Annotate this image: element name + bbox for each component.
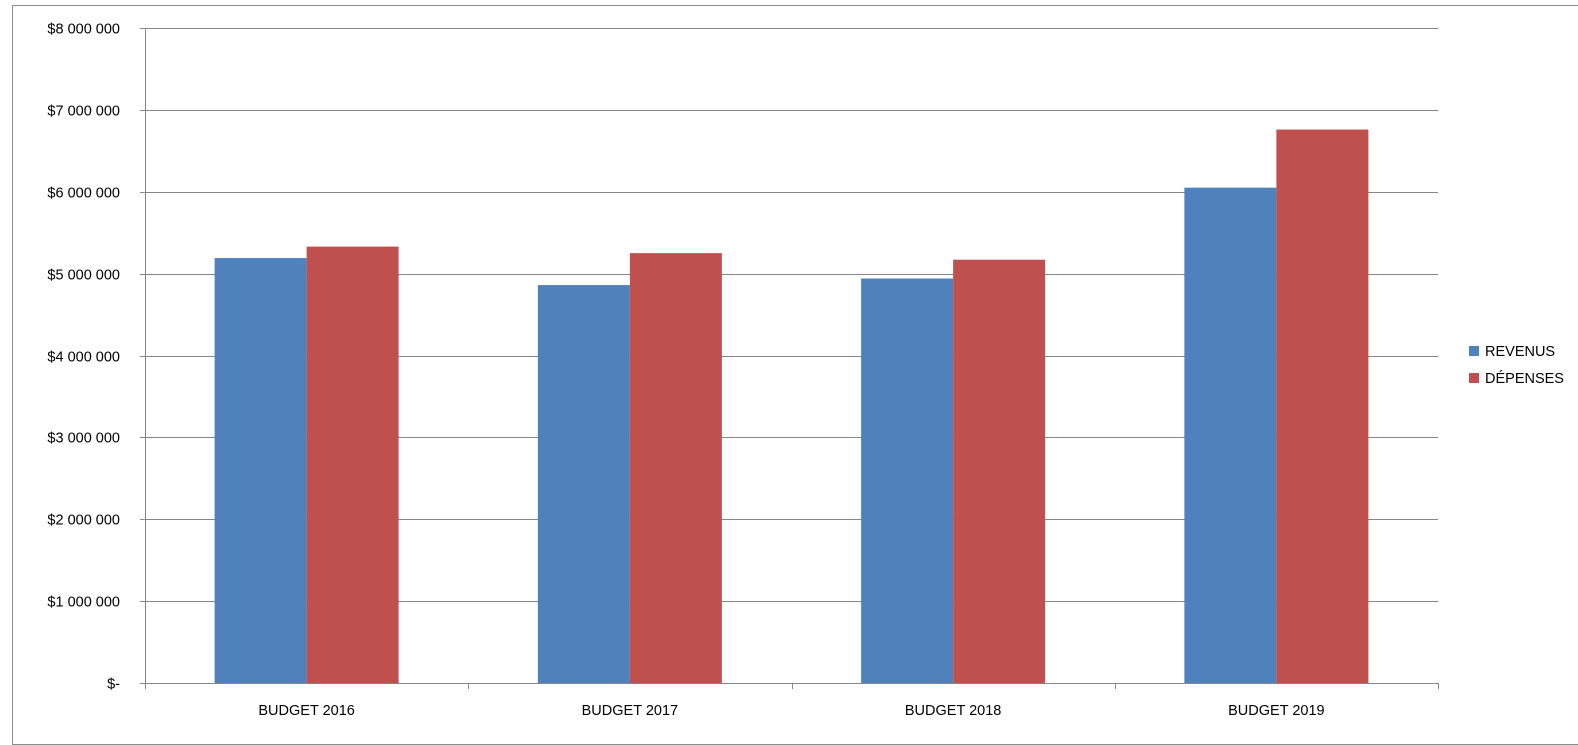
bar-revenus-2019 <box>1184 187 1277 683</box>
y-tick-label: $1 000 000 <box>47 595 120 611</box>
x-tick-label: BUDGET 2019 <box>1228 703 1324 719</box>
bar-revenus-2017 <box>537 285 630 683</box>
axes <box>140 28 1439 689</box>
bar-revenus-2018 <box>861 278 954 683</box>
legend-label: REVENUS <box>1485 344 1555 360</box>
bar-depenses-2017 <box>629 253 722 683</box>
y-tick-label: $8 000 000 <box>47 22 120 38</box>
x-tick-label: BUDGET 2018 <box>905 703 1001 719</box>
y-tick-labels: $- $1 000 000 $2 000 000 $3 000 000 $4 000 0… <box>47 22 120 693</box>
bar-depenses-2016 <box>306 246 399 683</box>
bars <box>214 129 1369 683</box>
legend-item-depenses: DÉPENSES <box>1469 370 1564 387</box>
y-tick-label: $6 000 000 <box>47 186 120 202</box>
x-tick-labels: BUDGET 2016 BUDGET 2017 BUDGET 2018 BUDGET … <box>258 703 1324 719</box>
bar-revenus-2016 <box>214 258 307 683</box>
legend-item-revenus: REVENUS <box>1469 344 1555 360</box>
bar-depenses-2019 <box>1276 129 1369 683</box>
legend-label: DÉPENSES <box>1485 370 1564 387</box>
y-tick-label: $7 000 000 <box>47 104 120 120</box>
legend-swatch <box>1469 346 1479 356</box>
y-tick-label: $- <box>107 677 120 693</box>
x-tick-label: BUDGET 2017 <box>582 703 678 719</box>
bar-depenses-2018 <box>953 259 1046 683</box>
y-tick-label: $2 000 000 <box>47 513 120 529</box>
y-tick-label: $4 000 000 <box>47 350 120 366</box>
x-tick-label: BUDGET 2016 <box>258 703 354 719</box>
y-tick-label: $5 000 000 <box>47 268 120 284</box>
legend: REVENUS DÉPENSES <box>1469 344 1564 387</box>
y-tick-label: $3 000 000 <box>47 431 120 447</box>
legend-swatch <box>1469 373 1479 383</box>
